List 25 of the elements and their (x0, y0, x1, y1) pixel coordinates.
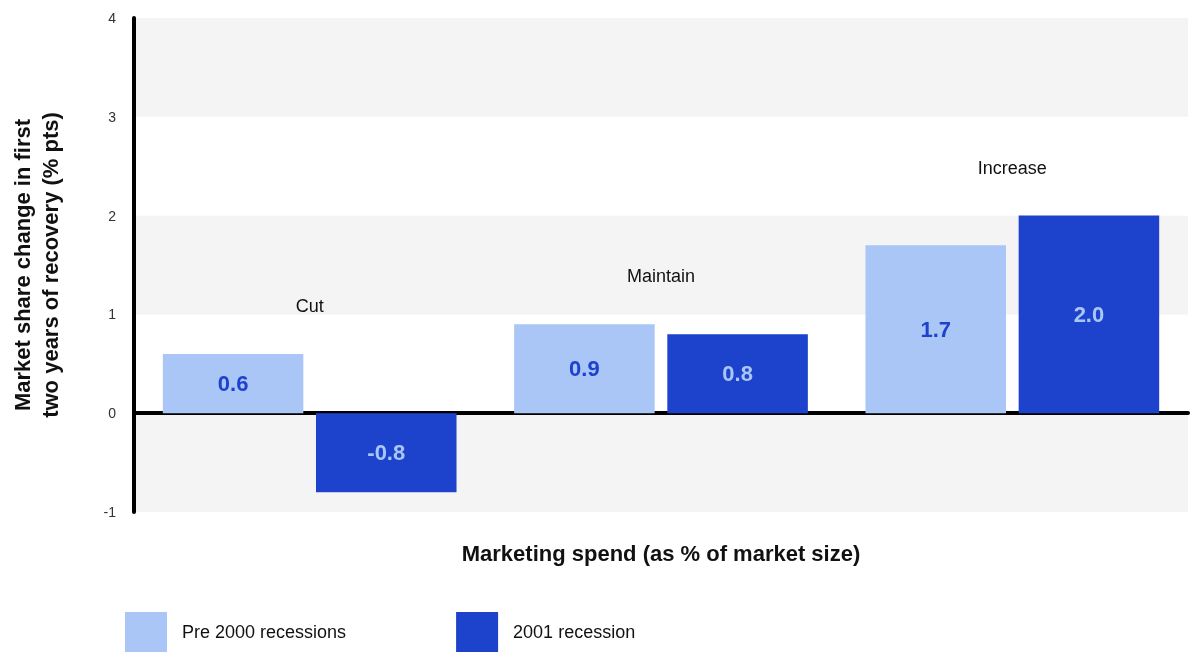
legend-label: Pre 2000 recessions (182, 622, 347, 642)
y-tick-label: 4 (108, 10, 117, 26)
x-axis-title: Marketing spend (as % of market size) (461, 540, 861, 566)
bar (162, 353, 304, 414)
y-tick-label: 0 (108, 405, 117, 422)
bar (315, 413, 457, 493)
data-label: 0.8 (722, 361, 753, 387)
x-tick-label: Increase (977, 157, 1047, 178)
bar (514, 324, 655, 414)
bar (865, 245, 1007, 414)
bar (1018, 215, 1160, 414)
bar (667, 334, 808, 414)
data-label: -0.8 (367, 440, 406, 466)
y-tick-label: 1 (108, 306, 117, 323)
data-label: 1.7 (920, 316, 952, 342)
x-tick-label: Maintain (626, 266, 696, 287)
y-tick-label: 2 (108, 207, 117, 224)
x-tick-label: Cut (295, 295, 324, 316)
y-tick-label: 3 (108, 108, 117, 125)
y-axis-title: Market share change in first two years of recovery (% pts) (9, 112, 63, 418)
data-label: 2.0 (1073, 301, 1105, 327)
data-label: 0.6 (217, 371, 249, 397)
data-label: 0.9 (569, 356, 600, 382)
legend-label: 2001 recession (513, 622, 636, 642)
y-tick-label: -1 (103, 504, 117, 520)
